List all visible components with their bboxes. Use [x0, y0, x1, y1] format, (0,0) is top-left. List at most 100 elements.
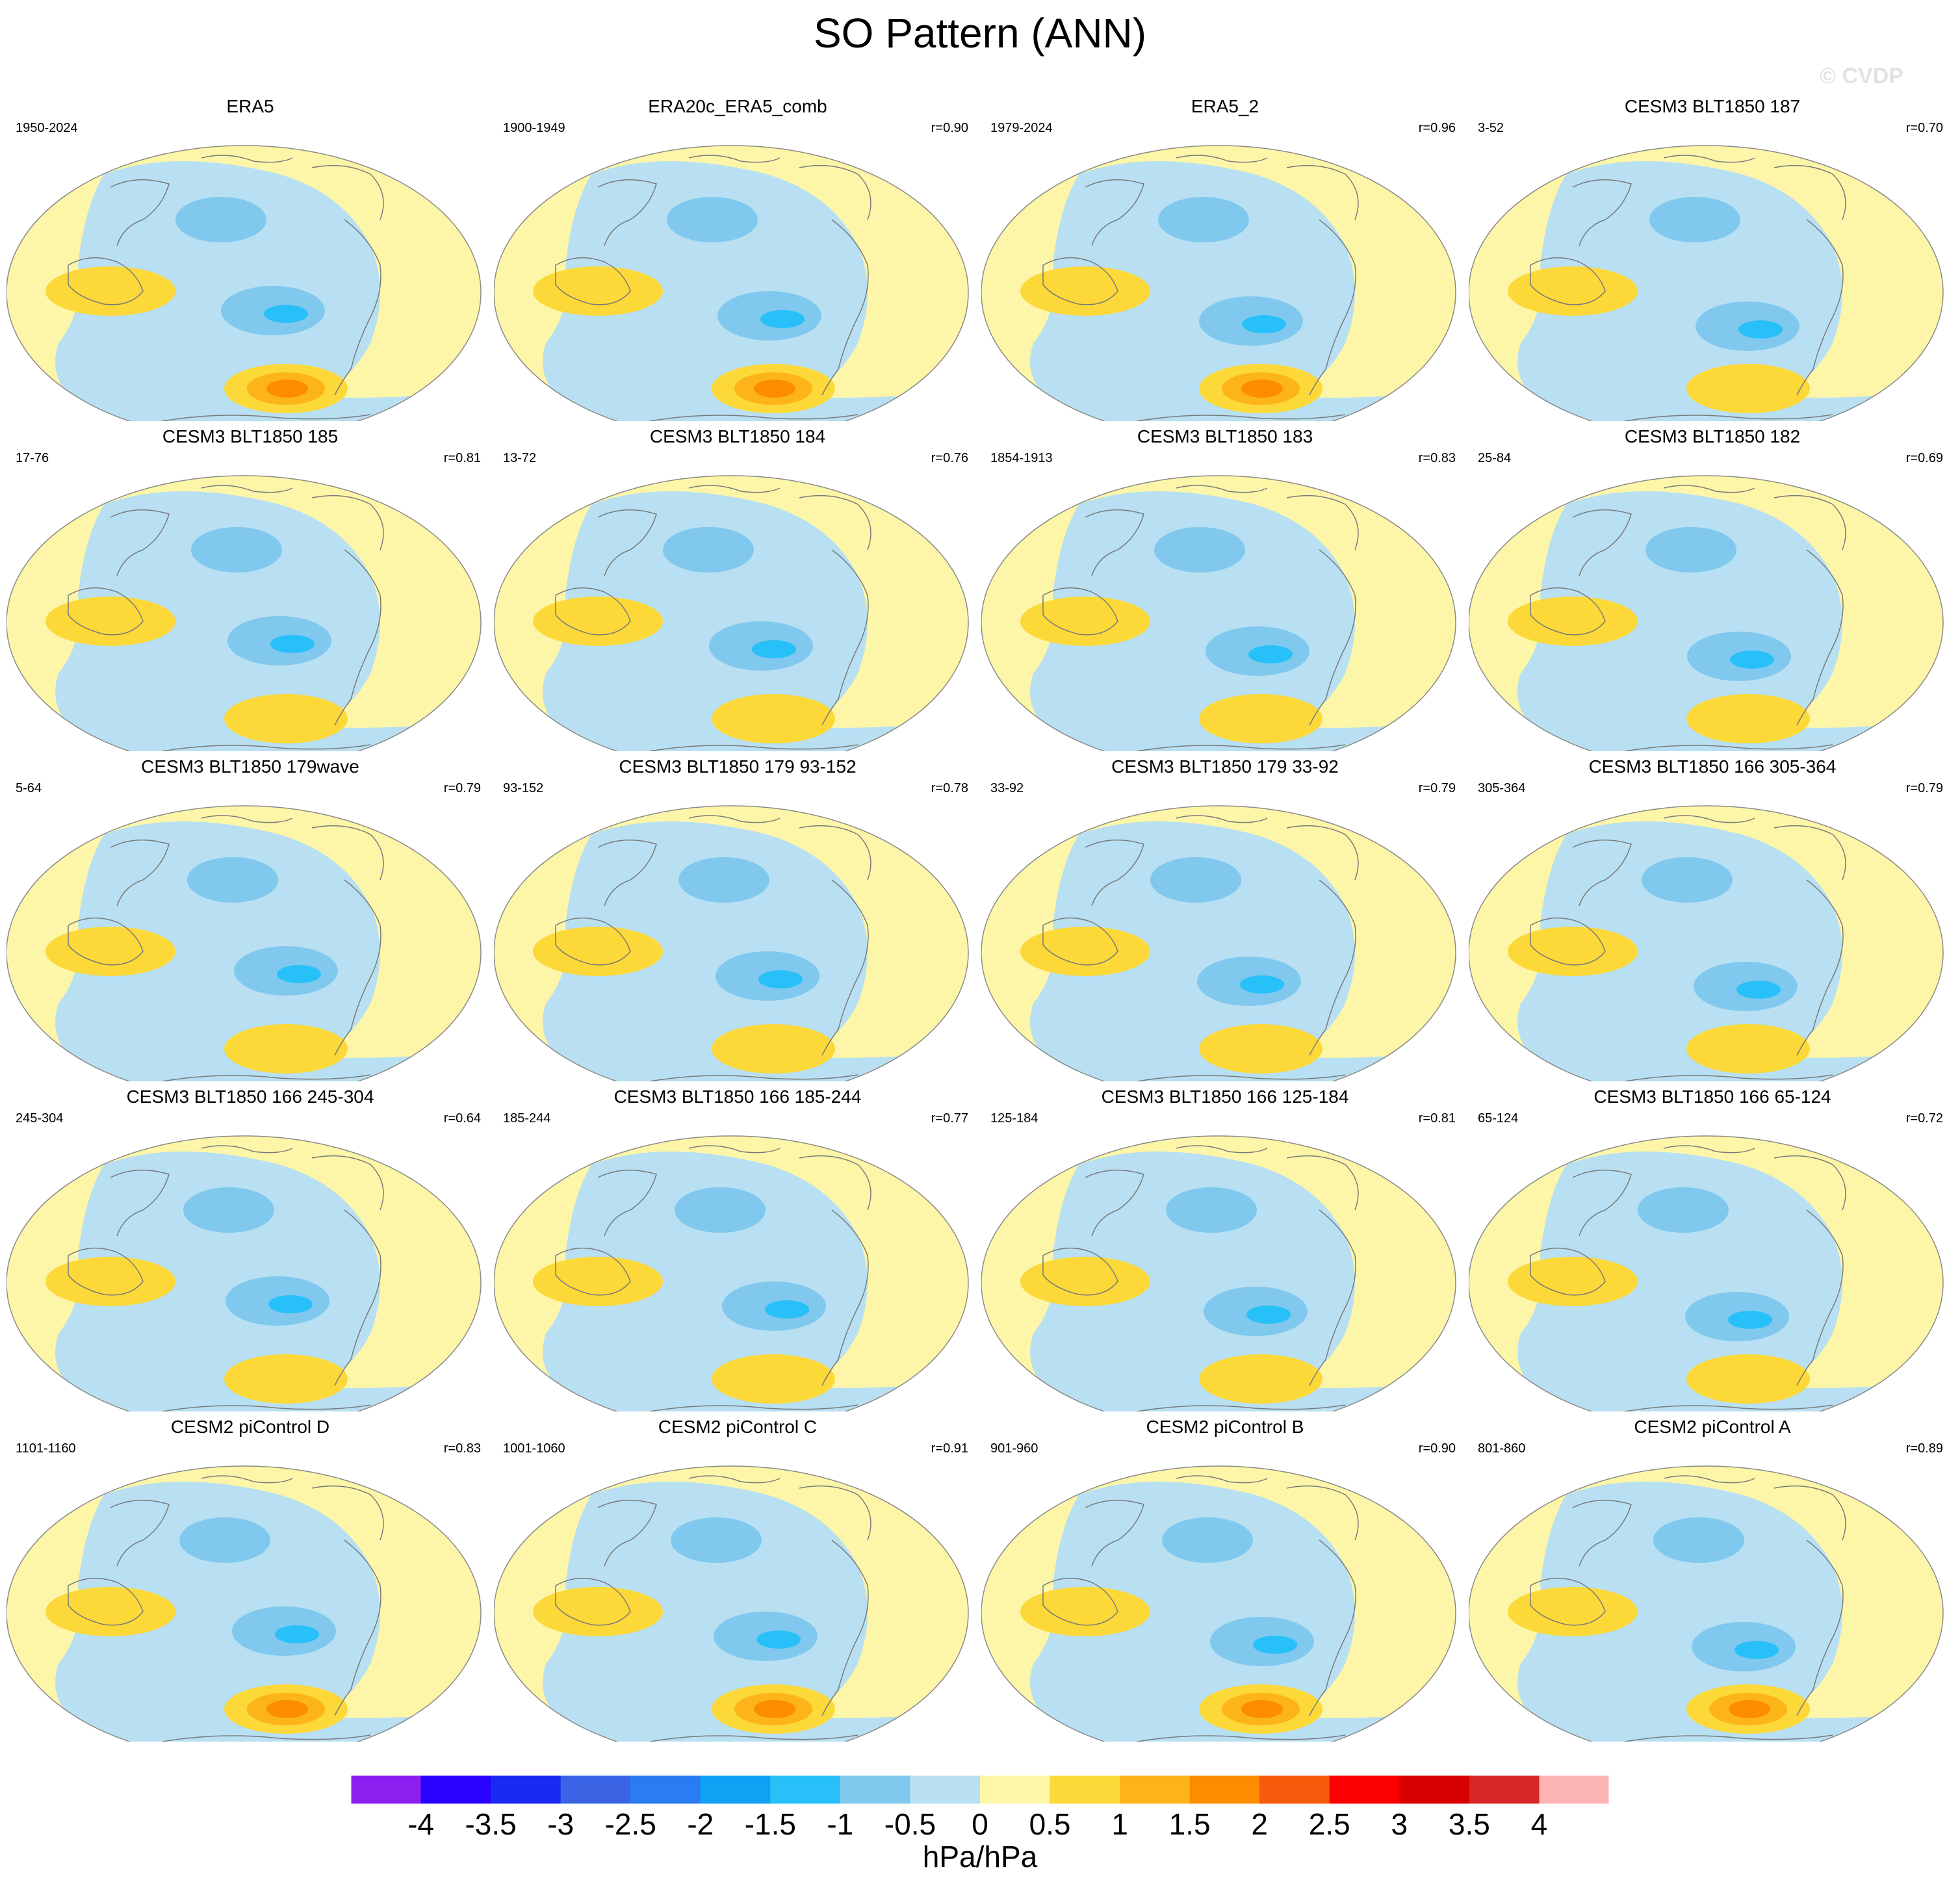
coastline: [1137, 1074, 1346, 1081]
coastline: [688, 1475, 780, 1484]
coastline: [1176, 1475, 1268, 1484]
map-canvas: [981, 805, 1456, 1081]
coastline: [1137, 1734, 1346, 1742]
coastline: [1796, 1539, 1844, 1716]
coastline: [1176, 1145, 1268, 1153]
strong-negative-anomaly: [765, 1300, 809, 1319]
colorbar-tick-label: 1: [1111, 1807, 1128, 1841]
coastline: [1042, 257, 1118, 305]
panel-title: CESM3 BLT1850 185: [162, 426, 339, 446]
coastline: [201, 1475, 293, 1484]
pacific-ocean-region: [543, 1152, 868, 1411]
pacific-ocean-region: [55, 821, 380, 1081]
north-pacific-anomaly: [1166, 1187, 1257, 1233]
north-pacific-anomaly: [1642, 857, 1733, 903]
australia-positive-anomaly: [533, 597, 663, 646]
north-pacific-anomaly: [187, 857, 278, 903]
north-pacific-anomaly: [1653, 1517, 1744, 1563]
southern-ocean-region: [494, 1376, 968, 1411]
pacific-ocean-region: [55, 1482, 380, 1742]
panel-title: ERA20c_ERA5_comb: [648, 96, 827, 116]
colorbar-swatch: [700, 1775, 771, 1804]
map-outline: [1469, 145, 1944, 421]
panel-correlation: r=0.91: [931, 1441, 968, 1456]
coastline: [1624, 744, 1833, 751]
antarctic-peak-anomaly: [266, 1700, 308, 1718]
map-canvas: [981, 475, 1456, 751]
map-panel: CESM3 BLT1850 184 13-72 r=0.76: [494, 426, 981, 751]
colorbar-tick-label: 2.5: [1308, 1807, 1350, 1841]
coastline: [799, 825, 871, 881]
colorbar-swatch: [1469, 1775, 1540, 1804]
coastline: [597, 1169, 657, 1237]
coastline: [110, 179, 170, 246]
panel-period: 185-244: [503, 1111, 551, 1126]
coastline: [821, 549, 869, 726]
antarctic-peak-anomaly: [754, 380, 795, 398]
australia-positive-anomaly: [1508, 266, 1638, 316]
australia-positive-anomaly: [45, 597, 175, 646]
coastline: [1042, 1247, 1118, 1296]
coastline: [821, 879, 869, 1056]
panel-title: CESM3 BLT1850 182: [1624, 426, 1801, 446]
coastline: [597, 839, 657, 907]
map-panel: CESM2 piControl D 1101-1160 r=0.83: [6, 1417, 494, 1742]
coastline: [311, 164, 384, 220]
coastline: [1176, 485, 1268, 493]
map-outline: [494, 475, 969, 751]
panel-title: CESM3 BLT1850 179 93-152: [619, 756, 857, 777]
map-canvas: [6, 1465, 482, 1742]
strong-negative-anomaly: [1728, 1311, 1772, 1329]
coastline: [1773, 1155, 1846, 1211]
coastline: [162, 1734, 371, 1742]
strong-negative-anomaly: [268, 1295, 313, 1313]
coastline: [1137, 744, 1346, 751]
map-panel: CESM3 BLT1850 179 93-152 93-152 r=0.78: [494, 756, 981, 1081]
panel-title: CESM3 BLT1850 187: [1624, 96, 1801, 116]
southern-ocean-region: [494, 1706, 968, 1742]
australia-positive-anomaly: [533, 266, 663, 316]
map-outline: [6, 145, 482, 421]
panel-title: CESM3 BLT1850 183: [1137, 426, 1313, 446]
southern-ocean-region: [494, 715, 968, 751]
strong-negative-anomaly: [756, 1630, 801, 1649]
panel-correlation: r=0.78: [931, 781, 968, 795]
coastline: [201, 485, 293, 493]
panel-correlation: r=0.79: [443, 781, 481, 795]
southern-ocean-region: [6, 1706, 481, 1742]
map-canvas: [6, 145, 482, 421]
map-canvas: [494, 475, 969, 751]
southern-ocean-region: [981, 385, 1456, 421]
coastline: [1773, 164, 1846, 220]
map-panel: CESM2 piControl A 801-860 r=0.89: [1469, 1417, 1956, 1742]
pacific-ocean-region: [1030, 491, 1355, 751]
coastline: [1176, 815, 1268, 823]
antarctic-positive-anomaly: [1686, 1354, 1810, 1404]
panel-title: CESM3 BLT1850 166 305-364: [1588, 756, 1837, 777]
strong-negative-anomaly: [264, 305, 308, 323]
pacific-ocean-region: [1517, 1152, 1842, 1411]
coastline: [555, 1247, 631, 1296]
antarctic-positive-anomaly: [1199, 1354, 1322, 1404]
antarctic-positive-anomaly: [712, 1354, 835, 1404]
coastline: [201, 815, 293, 823]
panel-correlation: r=0.70: [1905, 121, 1943, 135]
southern-ocean-region: [981, 1706, 1456, 1742]
coastline: [1796, 879, 1844, 1056]
panel-period: 25-84: [1478, 451, 1512, 465]
coastline: [334, 219, 381, 396]
map-outline: [494, 145, 969, 421]
pacific-ocean-region: [543, 1482, 868, 1742]
panel-correlation: r=0.72: [1905, 1111, 1943, 1126]
strong-negative-anomaly: [760, 310, 805, 328]
antarctic-positive-anomaly: [712, 694, 835, 743]
coastline: [1572, 1499, 1632, 1567]
panel-correlation: r=0.79: [1905, 781, 1943, 795]
antarctic-peak-anomaly: [1729, 1700, 1770, 1718]
colorbar-tick-label: -0.5: [884, 1807, 936, 1841]
coastline: [688, 1145, 780, 1153]
coastline: [1572, 1169, 1632, 1237]
panel-title: CESM3 BLT1850 166 185-244: [613, 1087, 862, 1107]
map-outline: [6, 475, 482, 751]
australia-positive-anomaly: [1020, 1587, 1150, 1636]
